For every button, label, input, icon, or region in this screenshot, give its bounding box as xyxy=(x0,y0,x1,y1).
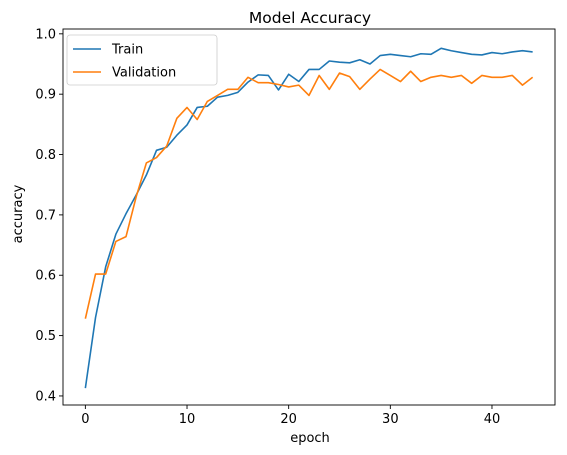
x-tick-label: 30 xyxy=(382,412,399,427)
plot-area: 0 10 20 30 40 0.4 0.5 0.6 0.7 0.8 0.9 1.0 xyxy=(35,27,556,427)
x-tick-label: 20 xyxy=(280,412,297,427)
legend-label: Train xyxy=(111,43,143,58)
y-tick-label: 0.9 xyxy=(35,88,56,103)
legend-label: Validation xyxy=(112,66,176,81)
axes-frame xyxy=(62,28,556,406)
series-line-train xyxy=(84,47,533,389)
y-tick-label: 0.7 xyxy=(35,208,56,223)
y-tick-label: 0.5 xyxy=(35,329,56,344)
y-tick-label: 0.8 xyxy=(35,148,56,163)
legend: Train Validation xyxy=(66,34,218,86)
chart-title: Model Accuracy xyxy=(249,9,371,27)
x-axis-label: epoch xyxy=(290,431,330,446)
legend-box xyxy=(66,34,218,86)
x-tick-label: 0 xyxy=(81,412,89,427)
y-tick-label: 0.6 xyxy=(35,269,56,284)
series-line-validation xyxy=(84,68,534,319)
y-tick-label: 0.4 xyxy=(35,389,56,404)
y-tick-label: 1.0 xyxy=(35,27,56,42)
x-tick-label: 10 xyxy=(179,412,196,427)
y-axis-label: accuracy xyxy=(11,184,26,243)
x-tick-label: 40 xyxy=(484,412,501,427)
